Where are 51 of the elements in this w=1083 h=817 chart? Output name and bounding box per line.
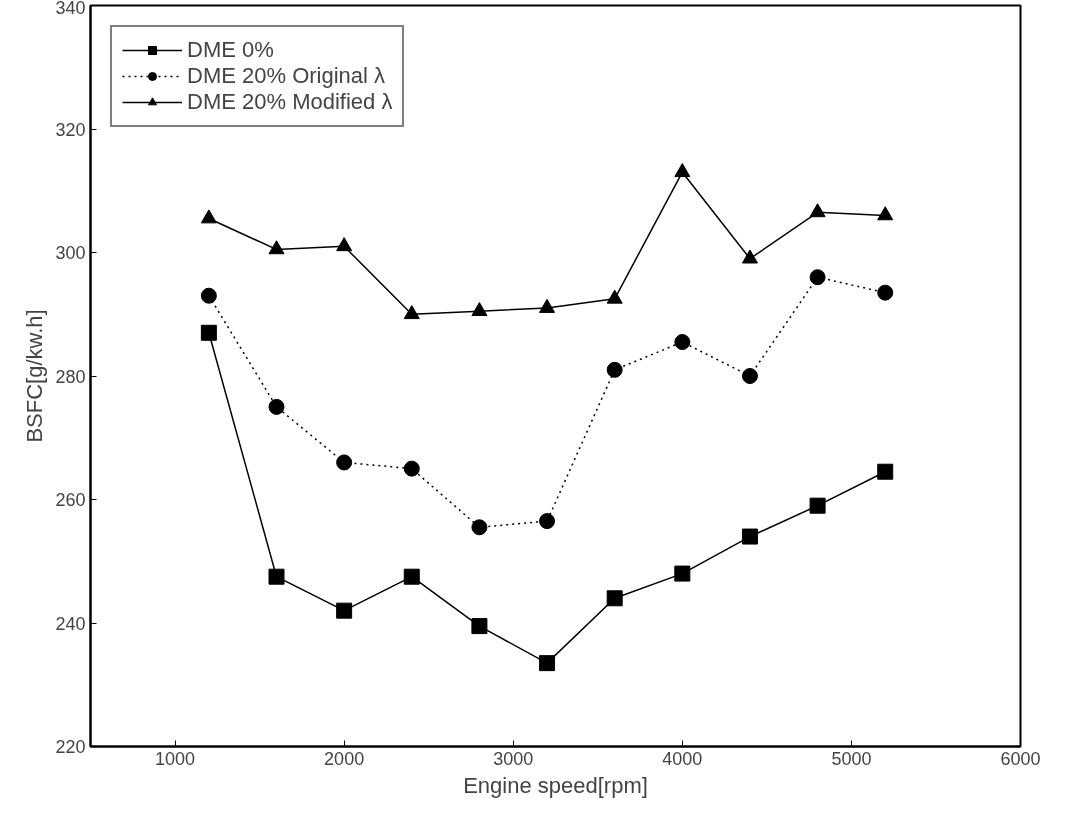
point bbox=[877, 284, 894, 301]
point bbox=[809, 203, 826, 218]
point bbox=[403, 568, 420, 585]
point bbox=[539, 655, 556, 672]
point bbox=[877, 463, 894, 480]
point bbox=[403, 305, 420, 320]
x-tick-label: 2000 bbox=[324, 748, 365, 769]
point bbox=[741, 368, 758, 384]
point bbox=[539, 513, 556, 530]
y-tick-label: 280 bbox=[55, 366, 86, 387]
point bbox=[336, 602, 353, 619]
y-tick-label: 340 bbox=[55, 0, 86, 18]
x-tick-label: 3000 bbox=[493, 748, 534, 769]
point bbox=[674, 163, 691, 178]
point bbox=[471, 618, 488, 635]
point bbox=[268, 240, 285, 255]
legend-label: DME 0% bbox=[187, 37, 274, 63]
y-axis-title: BSFC[g/kw.h] bbox=[22, 309, 48, 443]
point bbox=[471, 302, 488, 316]
point bbox=[809, 497, 826, 514]
point bbox=[877, 206, 894, 221]
point bbox=[674, 334, 691, 351]
point bbox=[741, 528, 758, 545]
x-tick-label: 5000 bbox=[831, 748, 872, 769]
point bbox=[606, 361, 623, 378]
point bbox=[200, 324, 217, 341]
x-tick-label: 6000 bbox=[1000, 748, 1041, 769]
y-tick-label: 220 bbox=[55, 737, 86, 757]
point bbox=[200, 209, 217, 224]
point bbox=[403, 460, 420, 477]
x-axis-title: Engine speed[rpm] bbox=[463, 772, 648, 798]
y-tick-label: 240 bbox=[55, 613, 86, 634]
y-tick-label: 300 bbox=[55, 243, 86, 263]
point bbox=[809, 269, 826, 286]
point bbox=[606, 590, 623, 607]
point bbox=[268, 568, 285, 585]
x-tick-label: 1000 bbox=[155, 748, 196, 769]
legend-label: DME 20% Modified λ bbox=[187, 89, 393, 115]
x-tick-label: 4000 bbox=[662, 748, 703, 769]
y-tick-label: 320 bbox=[55, 119, 86, 140]
point bbox=[268, 398, 285, 415]
point bbox=[606, 289, 623, 304]
point bbox=[674, 565, 691, 582]
point bbox=[471, 519, 488, 536]
point bbox=[336, 237, 353, 252]
point bbox=[336, 454, 353, 471]
point bbox=[741, 249, 758, 264]
point bbox=[200, 287, 217, 304]
legend-label: DME 20% Original λ bbox=[187, 63, 386, 89]
point bbox=[539, 298, 556, 313]
y-tick-label: 260 bbox=[55, 490, 86, 510]
